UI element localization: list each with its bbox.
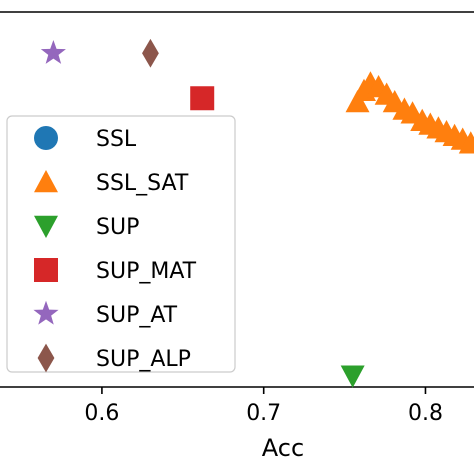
legend-marker-ssl-sat — [34, 170, 58, 193]
legend-marker-sup-alp — [37, 343, 55, 373]
legend-label: SUP_ALP — [96, 347, 191, 372]
x-tick-label: 0.6 — [84, 401, 119, 426]
data-point-sup — [340, 365, 365, 388]
plot-area — [0, 11, 474, 388]
data-point-sup-alp — [142, 38, 159, 68]
legend-label: SUP_AT — [96, 303, 178, 328]
x-axis-label: Acc — [262, 434, 304, 462]
x-axis-ticks: 0.6 0.7 0.8 — [84, 387, 443, 426]
legend-marker-sup-at — [33, 300, 59, 325]
legend-frame — [6, 115, 236, 373]
legend-label: SUP_MAT — [96, 259, 197, 284]
legend-label: SUP — [96, 215, 139, 240]
x-tick-label: 0.7 — [246, 401, 281, 426]
legend-label: SSL_SAT — [96, 171, 189, 196]
legend-marker-ssl — [34, 126, 58, 150]
data-markers — [40, 38, 474, 388]
legend-marker-sup — [34, 215, 58, 238]
legend-label: SSL — [96, 127, 137, 152]
data-point-sup-mat — [190, 86, 215, 111]
data-point-sup-at — [40, 40, 66, 64]
data-point-ssl-sat — [458, 131, 474, 154]
legend-marker-sup-mat — [34, 258, 58, 282]
x-tick-label: 0.8 — [408, 401, 443, 426]
legend: SSL SSL_SAT SUP SUP_MAT SUP_AT SUP_ALP — [6, 115, 236, 373]
data-point-ssl-sat — [345, 90, 370, 113]
